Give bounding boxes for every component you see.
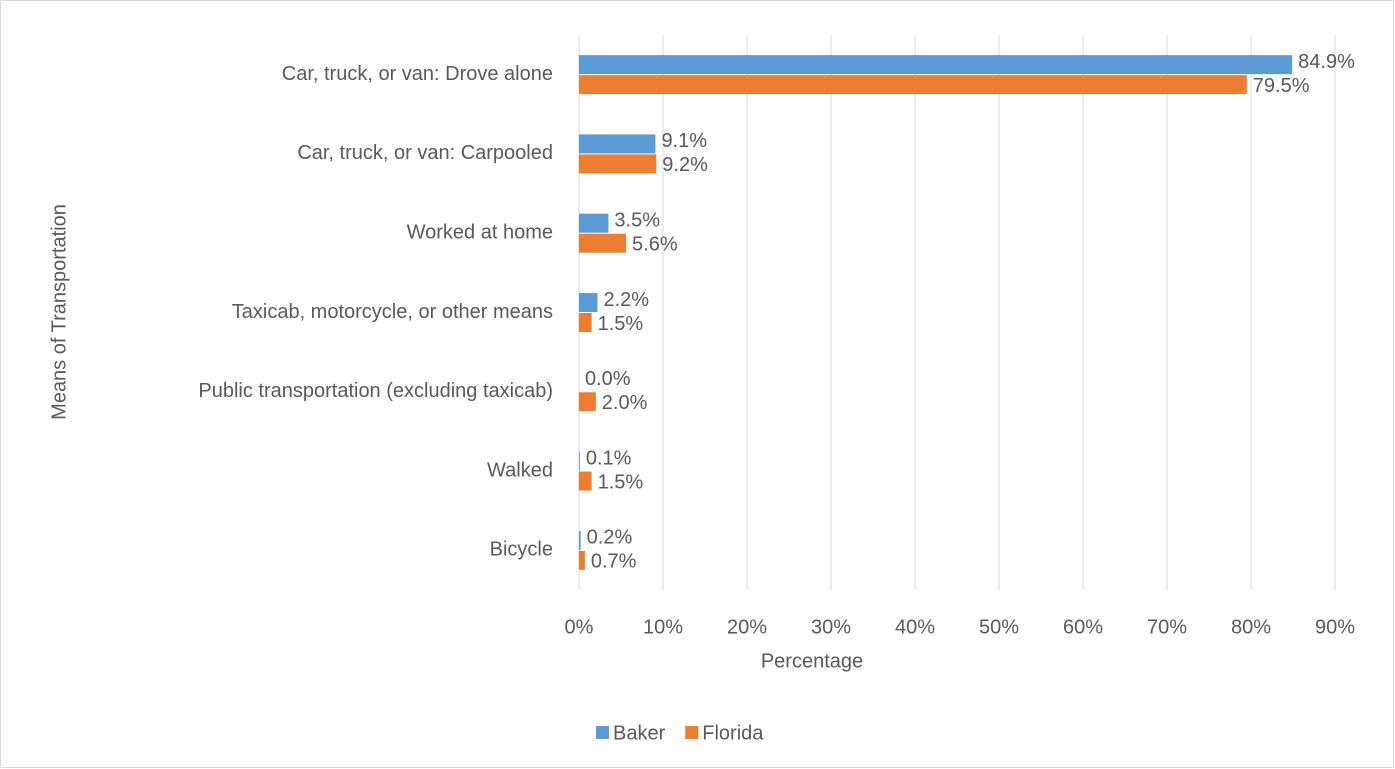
value-label: 3.5% [614,209,660,231]
value-label: 5.6% [632,233,678,255]
bar [579,471,592,491]
legend-label: Florida [702,722,764,744]
bar [579,313,592,332]
value-label: 84.9% [1298,51,1355,73]
legend-swatch [596,726,609,739]
x-tick-label: 80% [1231,616,1271,638]
bar [579,392,596,412]
y-tick-label: Walked [487,459,553,481]
x-tick-label: 30% [811,616,851,638]
value-label: 9.2% [662,154,708,176]
bar [579,550,585,570]
y-tick-label: Bicycle [490,539,553,561]
bar [579,213,609,233]
y-axis-label: Means of Transportation [48,204,70,420]
x-axis-label: Percentage [761,650,863,672]
bar [579,233,627,253]
legend-swatch [685,726,699,739]
y-tick-label: Car, truck, or van: Carpooled [297,142,553,164]
bar [579,154,657,174]
value-label: 9.1% [661,130,707,152]
x-tick-label: 90% [1315,616,1355,638]
value-label: 2.2% [603,289,649,311]
bar [579,451,580,471]
value-label: 0.7% [591,551,637,573]
legend-label: Baker [613,722,666,744]
bar [579,293,598,312]
y-tick-label: Taxicab, motorcycle, or other means [232,301,553,323]
x-tick-label: 70% [1147,616,1187,638]
x-tick-label: 20% [727,616,767,638]
y-tick-label: Worked at home [407,221,553,243]
value-label: 1.5% [598,471,644,493]
x-tick-label: 40% [895,616,935,638]
value-label: 0.1% [586,447,632,469]
y-tick-label: Public transportation (excluding taxicab… [198,380,553,402]
x-tick-label: 60% [1063,616,1103,638]
bar [579,75,1247,95]
x-tick-label: 50% [979,616,1019,638]
value-label: 79.5% [1253,75,1310,97]
x-tick-label: 10% [643,616,683,638]
value-label: 0.0% [585,368,631,390]
bar [579,530,581,550]
x-tick-label: 0% [565,616,594,638]
bar [579,55,1293,75]
y-tick-label: Car, truck, or van: Drove alone [282,63,553,85]
bar [579,134,656,154]
value-label: 0.2% [587,527,633,549]
value-label: 1.5% [598,313,644,335]
value-label: 2.0% [602,392,648,414]
